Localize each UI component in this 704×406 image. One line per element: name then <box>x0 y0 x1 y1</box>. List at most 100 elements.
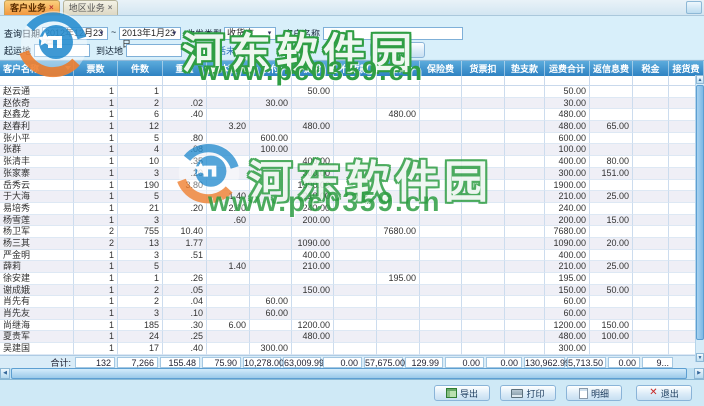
cell: 240.00 <box>292 202 334 215</box>
table-row[interactable]: 于大海 1 5 1.40 210.00 210.00 25.00 <box>0 191 704 203</box>
filter-cell[interactable] <box>462 76 505 85</box>
date-to-input[interactable]: 2013年1月23日▾ <box>119 27 181 49</box>
table-row[interactable]: 赵依奇 1 2.02 30.00 30.00 <box>0 97 704 110</box>
column-header[interactable]: 代收款 <box>334 61 377 76</box>
filter-cell[interactable] <box>633 76 669 85</box>
table-row[interactable]: 张小平 1 5.80 600.00 600.00 <box>0 132 704 145</box>
filter-cell[interactable] <box>250 76 292 85</box>
column-header[interactable]: 货票扣 <box>462 61 505 76</box>
filter-cell[interactable] <box>74 76 118 85</box>
column-header[interactable]: 客户名称 <box>0 61 74 76</box>
cell <box>207 308 250 320</box>
cell: 肖先友 <box>0 308 74 320</box>
filter-row[interactable] <box>0 76 704 86</box>
column-header[interactable]: 回付 <box>377 61 420 76</box>
filter-cell[interactable] <box>334 76 377 85</box>
type-select[interactable]: 收货方 ▾ <box>224 27 276 40</box>
grid: 客户名称 票数 件数 重量 体积 现付 提付 代收款 回付 保险费 货票扣 垫支款 运费合计 返信息费 税金… <box>0 60 704 369</box>
include-unaudited-checkbox[interactable] <box>196 46 206 56</box>
vertical-scrollbar[interactable]: ▲ ▼ <box>695 75 704 362</box>
print-button[interactable]: 打印 <box>500 385 556 401</box>
cell <box>250 167 292 180</box>
filter-cell[interactable] <box>545 76 590 85</box>
customer-input[interactable] <box>323 27 463 40</box>
scroll-up-icon[interactable]: ▲ <box>696 75 704 84</box>
chevron-down-icon[interactable]: ▾ <box>267 30 272 37</box>
cell <box>334 86 377 98</box>
table-row[interactable]: 徐安建 1 1.26 195.00 195.00 <box>0 273 704 285</box>
filter-cell[interactable] <box>118 76 163 85</box>
table-row[interactable]: 严金明 1 3.51 400.00 400.00 <box>0 249 704 262</box>
vertical-scroll-thumb[interactable] <box>696 85 704 340</box>
table-row[interactable]: 谢成娥 1 2.05 150.00 150.00 50.00 <box>0 284 704 297</box>
column-header[interactable]: 提付 <box>292 61 334 76</box>
table-row[interactable]: 赵春利 1 12 3.20 480.00 480.00 65.00 <box>0 121 704 133</box>
close-icon[interactable]: × <box>107 3 113 12</box>
origin-input[interactable] <box>34 44 90 57</box>
cell <box>377 261 420 273</box>
filter-icon[interactable] <box>65 66 71 70</box>
filter-cell[interactable] <box>163 76 207 85</box>
tab-list-button[interactable] <box>686 1 702 14</box>
column-header[interactable]: 接货费 <box>669 61 704 76</box>
cell <box>334 237 377 250</box>
scroll-right-icon[interactable]: ▶ <box>694 368 704 379</box>
column-header[interactable]: 票数 <box>74 61 118 76</box>
filter-cell[interactable] <box>377 76 420 85</box>
column-header[interactable]: 件数 <box>118 61 163 76</box>
chevron-down-icon[interactable]: ▾ <box>99 30 104 37</box>
cell <box>420 237 462 250</box>
column-header[interactable]: 运费合计 <box>545 61 590 76</box>
column-header[interactable]: 垫支款 <box>505 61 545 76</box>
export-button[interactable]: 导出 <box>434 385 490 401</box>
table-row[interactable]: 赵鑫龙 1 6.40 480.00 480.00 <box>0 109 704 122</box>
cell: 3 <box>118 214 163 227</box>
table-row[interactable]: 杨卫军 2 755 10.40 7680.00 7680.00 <box>0 226 704 238</box>
close-icon: ✕ <box>649 387 658 398</box>
table-row[interactable]: 肖先有 1 2.04 60.00 60.00 <box>0 296 704 309</box>
cell <box>505 214 545 227</box>
table-row[interactable]: 尚继海 1 185.30 6.00 1200.00 1200.00 150.00 <box>0 319 704 332</box>
filter-cell[interactable] <box>590 76 633 85</box>
tab-region-business[interactable]: 地区业务 × <box>62 0 119 15</box>
cell: 60.00 <box>545 296 590 309</box>
horizontal-scroll-thumb[interactable] <box>11 368 687 379</box>
column-header[interactable]: 重量 <box>163 61 207 76</box>
exit-button[interactable]: ✕ 退出 <box>636 385 692 401</box>
table-row[interactable]: 杨雪莲 1 3.60 200.00 200.00 15.00 <box>0 214 704 227</box>
table-row[interactable]: 易培秀 1 21.20 2.00 240.00 240.00 <box>0 202 704 215</box>
dest-input[interactable] <box>126 44 182 57</box>
table-row[interactable]: 张家寨 1 3.20 300.00 300.00 151.00 <box>0 167 704 180</box>
column-header[interactable]: 保险费 <box>420 61 462 76</box>
table-row[interactable]: 薛莉 1 5 1.40 210.00 210.00 25.00 <box>0 261 704 273</box>
horizontal-scrollbar[interactable]: ◀ ▶ <box>0 368 704 379</box>
chevron-down-icon[interactable]: ▾ <box>172 30 177 37</box>
table-row[interactable]: 岳秀云 1 190 3.80 1900.00 1900.00 <box>0 179 704 192</box>
cell <box>207 226 250 238</box>
scroll-down-icon[interactable]: ▼ <box>696 353 704 362</box>
column-header[interactable]: 税金 <box>633 61 669 76</box>
filter-cell[interactable] <box>0 76 74 85</box>
column-header[interactable]: 返信息费 <box>590 61 633 76</box>
search-button[interactable]: 查询 <box>370 42 425 58</box>
table-row[interactable]: 吴建国 1 17.40 300.00 300.00 <box>0 343 704 355</box>
cell: 4 <box>118 144 163 157</box>
column-header[interactable]: 现付 <box>250 61 292 76</box>
close-icon[interactable]: × <box>49 3 54 12</box>
table-row[interactable]: 肖先友 1 3.10 60.00 60.00 <box>0 308 704 320</box>
filter-cell[interactable] <box>505 76 545 85</box>
tab-customer-business[interactable]: 客户业务 × <box>4 0 60 15</box>
table-row[interactable]: 张群 1 4.08 100.00 100.00 <box>0 144 704 157</box>
cell <box>377 156 420 168</box>
table-row[interactable]: 夏贵军 1 24.25 480.00 480.00 100.00 <box>0 331 704 344</box>
scroll-left-icon[interactable]: ◀ <box>0 368 10 379</box>
detail-button[interactable]: 明细 <box>566 385 622 401</box>
table-row[interactable]: 赵云通 1 1 50.00 50.00 <box>0 86 704 98</box>
filter-cell[interactable] <box>207 76 250 85</box>
table-row[interactable]: 张清丰 1 10.35 400.00 400.00 80.00 <box>0 156 704 168</box>
table-row[interactable]: 杨三其 2 13 1.77 1090.00 1090.00 20.00 <box>0 237 704 250</box>
date-from-input[interactable]: 2012年12月23日▾ <box>42 27 108 49</box>
column-header[interactable]: 体积 <box>207 61 250 76</box>
filter-cell[interactable] <box>292 76 334 85</box>
filter-cell[interactable] <box>420 76 462 85</box>
